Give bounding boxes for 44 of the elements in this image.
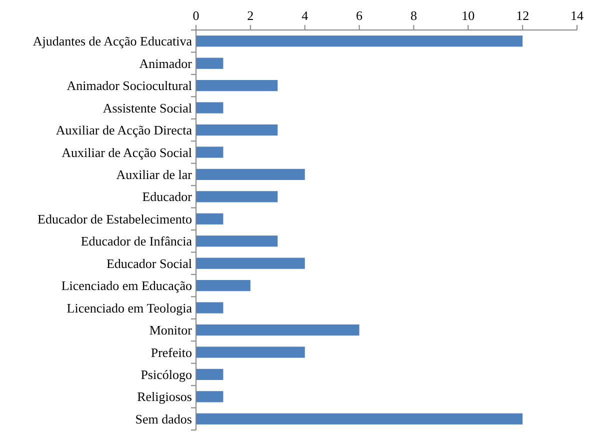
bar xyxy=(196,258,305,269)
y-tick-label: Educador Social xyxy=(106,256,192,271)
x-tick-label: 4 xyxy=(302,8,309,23)
y-tick-label: Auxiliar de Acção Directa xyxy=(56,122,192,138)
y-tick-label: Sem dados xyxy=(135,411,192,426)
bar xyxy=(196,58,224,69)
y-tick-label: Psicólogo xyxy=(140,366,192,382)
y-tick-label: Licenciado em Teologia xyxy=(66,300,192,316)
bar xyxy=(196,236,278,247)
y-tick-label: Auxiliar de lar xyxy=(116,166,193,182)
y-tick-label: Assistente Social xyxy=(102,100,192,116)
x-tick-label: 0 xyxy=(192,8,200,23)
bar xyxy=(196,213,224,224)
x-tick-label: 6 xyxy=(356,8,364,23)
y-tick-label: Ajudantes de Acção Educativa xyxy=(32,34,192,49)
y-tick-label: Educador de Infância xyxy=(80,234,192,249)
y-tick-label: Educador de Estabelecimento xyxy=(38,211,192,226)
y-tick-label: Animador Sociocultural xyxy=(66,78,192,94)
bar xyxy=(196,146,224,158)
x-tick-label: 2 xyxy=(247,8,254,23)
y-tick-label: Monitor xyxy=(149,322,193,338)
y-tick-label: Licenciado em Educação xyxy=(61,278,192,294)
bar xyxy=(196,302,224,314)
x-tick-label: 12 xyxy=(516,8,530,23)
bar xyxy=(196,80,278,92)
bar xyxy=(196,168,305,180)
bar xyxy=(196,191,278,202)
bar xyxy=(196,368,224,380)
bar xyxy=(196,102,224,114)
bar xyxy=(196,124,278,136)
bar xyxy=(196,413,523,424)
x-tick-label: 8 xyxy=(410,8,417,23)
x-tick-label: 14 xyxy=(570,8,584,23)
bar xyxy=(196,36,523,47)
y-tick-label: Educador xyxy=(142,189,193,204)
y-tick-label: Prefeito xyxy=(150,344,192,360)
bar xyxy=(196,280,250,292)
y-tick-label: Animador xyxy=(139,56,193,71)
x-tick-label: 10 xyxy=(462,8,475,23)
bar xyxy=(196,324,360,336)
y-tick-label: Auxiliar de Acção Social xyxy=(62,144,192,160)
y-tick-label: Religiosos xyxy=(137,389,192,404)
bar xyxy=(196,391,224,402)
bar xyxy=(196,346,305,358)
